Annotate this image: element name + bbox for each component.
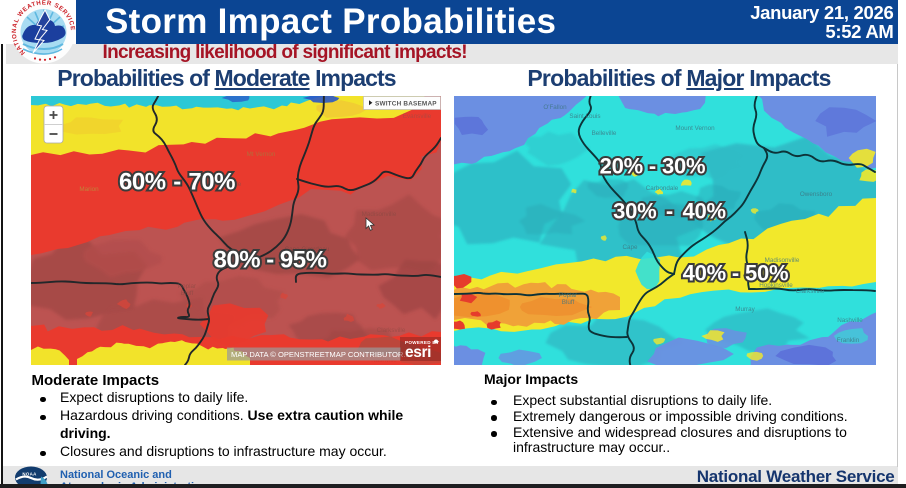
svg-text:Marion: Marion	[79, 186, 99, 193]
svg-text:Madisonville: Madisonville	[765, 257, 800, 264]
svg-text:Owensboro: Owensboro	[800, 191, 833, 198]
svg-text:O'Fallon: O'Fallon	[543, 104, 567, 111]
svg-text:Mount Vernon: Mount Vernon	[675, 125, 715, 132]
svg-text:Clarksville: Clarksville	[796, 288, 825, 295]
svg-text:Bluff: Bluff	[562, 299, 575, 306]
svg-text:Mt Vernon: Mt Vernon	[247, 151, 276, 158]
svg-text:20% - 30%: 20% - 30%	[600, 154, 706, 179]
svg-text:Carbondale: Carbondale	[209, 181, 242, 188]
svg-text:Madisonville: Madisonville	[362, 211, 397, 218]
svg-text:POWERED BY: POWERED BY	[405, 340, 439, 345]
svg-text:Saint Louis: Saint Louis	[569, 113, 600, 120]
svg-text:Nashville: Nashville	[837, 317, 863, 324]
svg-text:Hopkinsville: Hopkinsville	[759, 282, 793, 289]
svg-text:esri: esri	[405, 344, 431, 361]
svg-text:SWITCH BASEMAP: SWITCH BASEMAP	[375, 100, 437, 107]
svg-text:Belleville: Belleville	[592, 130, 617, 137]
svg-text:Franklin: Franklin	[837, 337, 860, 344]
svg-text:Evansville: Evansville	[403, 113, 432, 120]
svg-text:Clarksville: Clarksville	[377, 327, 406, 334]
svg-text:Murray: Murray	[735, 306, 755, 313]
svg-text:60% - 70%: 60% - 70%	[119, 169, 235, 196]
svg-text:80% - 95%: 80% - 95%	[214, 247, 327, 274]
svg-text:30% - 40%: 30% - 40%	[613, 199, 726, 224]
svg-text:NOAA: NOAA	[22, 472, 37, 477]
svg-text:Cape Girardeau: Cape Girardeau	[285, 246, 330, 253]
svg-text:Carbondale: Carbondale	[646, 185, 679, 192]
svg-text:MAP DATA © OPENSTREETMAP CONTR: MAP DATA © OPENSTREETMAP CONTRIBUTOR....	[231, 350, 412, 359]
svg-text:Poplar: Poplar	[178, 283, 196, 290]
svg-text:Poplar: Poplar	[559, 292, 577, 299]
svg-text:Cape: Cape	[622, 244, 638, 251]
svg-text:Bluff: Bluff	[181, 290, 194, 297]
svg-text:40% - 50%: 40% - 50%	[683, 261, 789, 286]
